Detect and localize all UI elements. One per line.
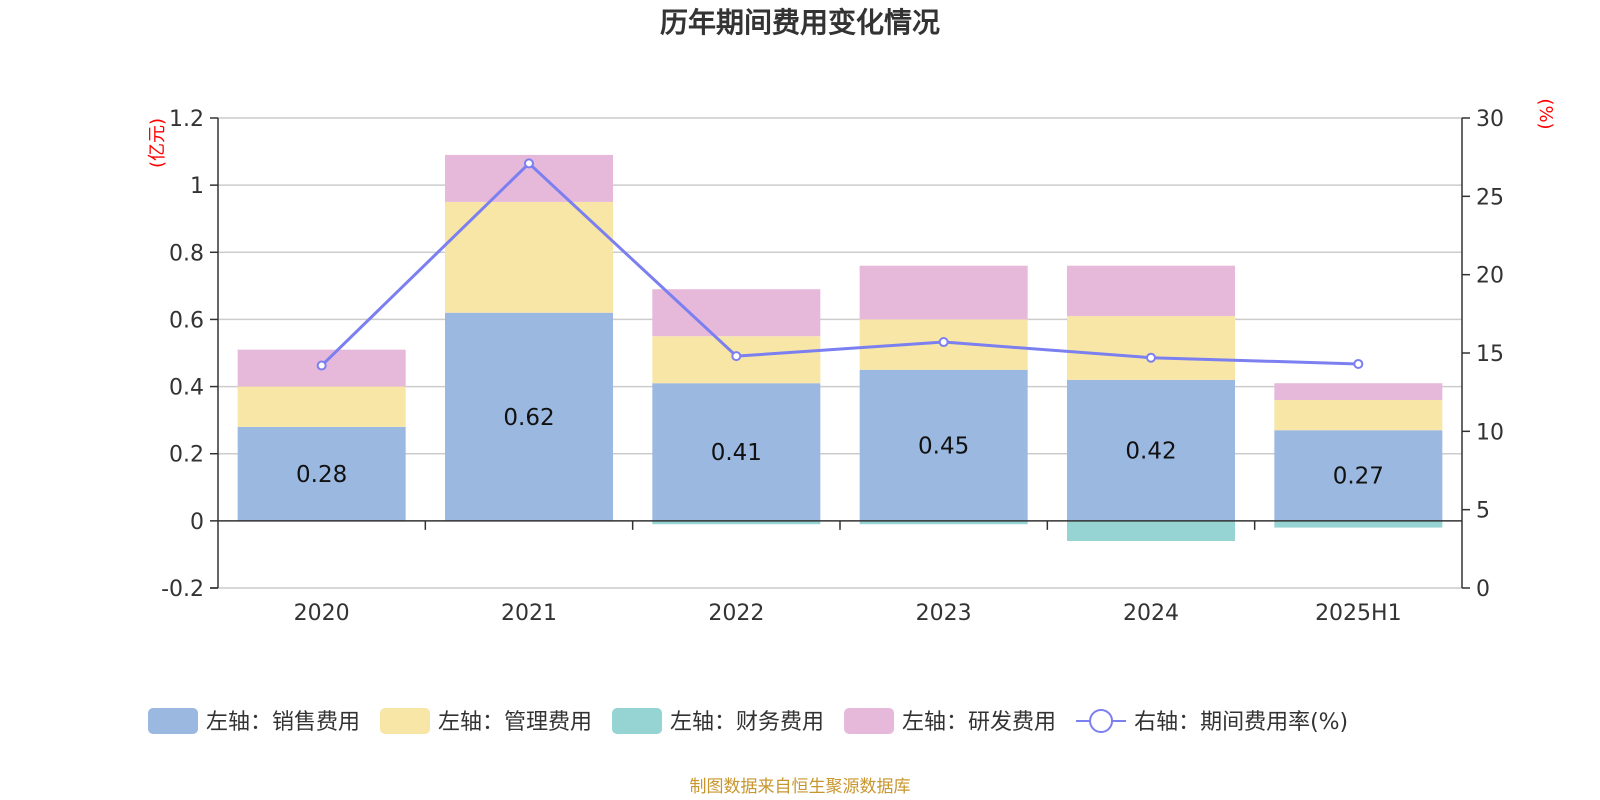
rate-line-path — [320, 161, 1359, 367]
bar-segment — [859, 369, 1028, 521]
bar-segment — [237, 426, 406, 521]
data-label: 0.27 — [1333, 464, 1384, 490]
rate-point — [1146, 352, 1156, 363]
left-axis-tick-label: 0.6 — [169, 308, 204, 333]
legend-label: 左轴：销售费用 — [206, 710, 360, 735]
rate-point — [316, 360, 327, 371]
gridlines — [218, 117, 1462, 589]
legend-swatch — [844, 708, 895, 734]
legend-swatch — [148, 708, 198, 734]
right-axis-tick-label: 0 — [1476, 577, 1490, 602]
bar-segment — [652, 289, 821, 337]
right-axis-tick-label: 20 — [1476, 264, 1504, 289]
right-axis-tick-label: 25 — [1476, 185, 1504, 210]
legend-label: 左轴：管理费用 — [438, 710, 592, 735]
legend-swatch — [380, 708, 431, 734]
left-axis-tick-label: 0.8 — [169, 241, 204, 266]
legend-marker — [1089, 709, 1114, 733]
bar-segment — [859, 520, 1028, 525]
bar-segment — [1067, 379, 1235, 521]
data-labels: 0.28 0.62 0.41 0.45 0.42 0.27 — [296, 405, 1384, 490]
right-axis-tick-label: 15 — [1476, 342, 1504, 367]
bar-segment — [1274, 400, 1443, 431]
x-axis-label: 2025H1 — [1315, 601, 1402, 626]
right-axis-tick-label: 30 — [1476, 107, 1504, 132]
legend: 左轴：销售费用 左轴：管理费用 左轴：财务费用 左轴：研发费用 右轴：期间费用率(%) — [148, 708, 1348, 735]
bar-segment — [237, 386, 406, 427]
axes: -0.2 0 0.2 0.4 0.6 0.8 1 1.2 0 5 10 15 20 25 30 2020 202… — [161, 107, 1504, 626]
left-axis-tick-label: 1.2 — [169, 107, 204, 132]
data-label: 0.45 — [918, 433, 969, 459]
data-label: 0.62 — [503, 405, 554, 431]
x-axis-label: 2023 — [916, 601, 972, 626]
chart-title: 历年期间费用变化情况 — [660, 6, 940, 39]
bar-segment — [859, 265, 1028, 320]
right-axis-tick-label: 10 — [1476, 420, 1504, 445]
left-axis-tick-label: -0.2 — [161, 577, 204, 602]
bar-segment — [1067, 265, 1235, 317]
bar-segment — [445, 201, 613, 313]
bar-segment — [1274, 430, 1443, 521]
rate-point — [524, 158, 534, 169]
left-axis-tick-label: 0.2 — [169, 443, 204, 468]
bar-segment — [1274, 520, 1443, 528]
left-axis-unit: (亿元) — [147, 118, 168, 168]
legend-label: 左轴：研发费用 — [902, 710, 1056, 735]
data-label: 0.41 — [711, 440, 762, 466]
rate-line — [316, 158, 1364, 371]
legend-label: 右轴：期间费用率(%) — [1134, 710, 1348, 735]
legend-label: 左轴：财务费用 — [670, 710, 824, 735]
bar-segment — [1067, 520, 1235, 541]
rate-point — [1353, 358, 1364, 369]
left-axis-tick-label: 0 — [190, 510, 204, 535]
left-axis-tick-label: 0.4 — [169, 376, 204, 401]
bar-segment — [652, 383, 821, 521]
data-label: 0.28 — [296, 462, 347, 488]
bar-segment — [445, 312, 613, 521]
source-note: 制图数据来自恒生聚源数据库 — [690, 777, 911, 797]
rate-point — [731, 351, 742, 362]
left-axis-tick-label: 1 — [190, 174, 204, 199]
right-axis-unit: (%) — [1535, 98, 1556, 129]
x-axis-label: 2024 — [1123, 601, 1179, 626]
x-axis-label: 2022 — [708, 601, 764, 626]
bar-segment — [652, 520, 821, 525]
data-label: 0.42 — [1125, 438, 1176, 464]
right-axis-tick-label: 5 — [1476, 499, 1490, 524]
legend-swatch — [612, 708, 663, 734]
rate-point — [938, 337, 949, 348]
bar-segment — [1274, 383, 1443, 400]
bar-segment — [1067, 316, 1235, 380]
x-axis-label: 2020 — [294, 601, 350, 626]
x-axis-label: 2021 — [501, 601, 557, 626]
